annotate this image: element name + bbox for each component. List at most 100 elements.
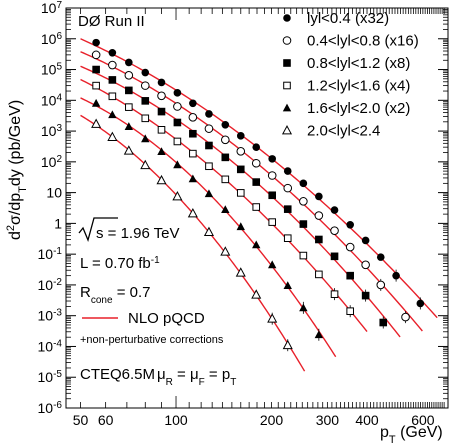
data-point [204,189,214,198]
data-point [220,246,231,256]
data-point [252,240,261,249]
data-point [236,189,245,197]
data-point [267,171,277,180]
y-tick-label: 10-2 [38,276,63,293]
data-point [203,226,214,237]
data-point [92,38,100,47]
legend-marker [281,125,293,135]
data-point [299,303,308,312]
y-tick-label: 103 [41,123,63,140]
y-tick-label: 106 [41,30,63,47]
data-point [124,70,134,80]
data-point [141,68,150,77]
data-point [108,110,117,119]
data-point [221,175,230,184]
data-point [283,234,292,242]
data-point [108,76,117,84]
data-point [91,118,102,128]
data-point [236,165,245,174]
x-tick-label: 300 [316,412,340,428]
data-point [392,271,400,280]
data-point [141,134,150,143]
data-point [141,114,150,123]
data-point [189,129,197,138]
data-point [268,218,277,226]
data-point [205,141,213,150]
data-point [205,162,213,171]
data-point [268,155,277,163]
data-point [251,289,262,299]
data-point [346,220,354,229]
data-point [91,50,101,60]
data-point [299,197,308,206]
data-point [173,89,182,97]
data-point [361,260,370,270]
data-point [361,236,370,245]
data-point [157,91,166,101]
data-point [172,191,183,201]
data-point [125,58,133,67]
data-point [107,131,118,141]
x-axis-label: pT (GeV) [380,424,443,445]
data-point [361,291,370,300]
data-point [330,252,339,261]
data-point [187,208,198,218]
legend-label: 0.8<lyl<1.2 (x8) [307,55,410,72]
axes: 10-6 10-5 10-4 10-3 10-2 10-1 1 10 102 103 104 105 1… [38,0,448,428]
data-point [267,313,278,323]
y-tick-label: 10-6 [38,400,63,417]
data-point [188,174,198,183]
data-point [345,242,355,252]
data-point [189,149,197,158]
data-point [91,98,101,107]
legend-marker [283,14,291,22]
data-point [252,178,261,186]
y-tick-label: 102 [41,153,63,170]
legend-marker [282,103,292,112]
data-point [236,222,245,231]
y-tick-label: 107 [41,0,63,16]
data-point [173,118,182,127]
y-tick-label: 10 [46,185,62,201]
data-point [124,122,134,130]
data-point [173,160,182,169]
data-point [173,102,182,111]
data-point [299,220,308,228]
data-point [315,270,323,279]
legend-label: 2.0<lyl<2.4 [307,123,380,140]
y-tick-label: 10-1 [38,246,63,263]
data-point [283,281,292,290]
y-tick-label: 10-4 [38,338,63,355]
data-points [91,38,425,352]
data-point [157,147,166,156]
data-point [314,211,324,220]
data-point [376,280,386,290]
data-point [140,159,151,170]
pdf-annotation: CTEQ6.5M [80,366,155,383]
data-point [205,110,213,118]
data-point [125,103,133,111]
data-point [401,312,410,322]
x-tick-label: 100 [164,412,188,428]
data-point [315,235,323,244]
data-point [236,147,246,156]
y-tick-label: 104 [41,92,63,109]
theory-note: +non-perturbative corrections [80,334,224,346]
data-point [92,65,100,74]
legend-label: 1.6<lyl<2.0 (x2) [307,100,410,117]
y-tick-label: 10-3 [38,307,63,324]
x-tick-label: 60 [98,412,114,428]
x-tick-label: 400 [355,412,379,428]
data-point [330,206,339,214]
data-point [220,135,230,145]
y-tick-label: 10-5 [38,369,63,386]
data-point [346,271,354,280]
x-tick-label: 50 [73,412,89,428]
data-point [157,126,166,134]
data-point [236,132,245,140]
data-point [123,145,134,155]
data-point [173,137,182,146]
data-point [140,81,150,90]
legend-label: lyl<0.4 (x32) [307,10,389,27]
